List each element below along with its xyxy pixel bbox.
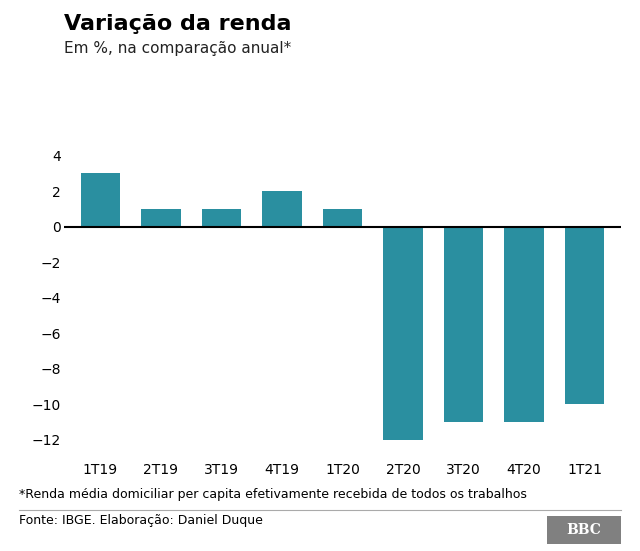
Text: Variação da renda: Variação da renda [64, 14, 291, 34]
Text: *Renda média domiciliar per capita efetivamente recebida de todos os trabalhos: *Renda média domiciliar per capita efeti… [19, 488, 527, 501]
Text: Em %, na comparação anual*: Em %, na comparação anual* [64, 41, 291, 56]
Text: BBC: BBC [566, 523, 602, 537]
Bar [262, 191, 301, 226]
Bar [141, 209, 180, 226]
Bar [202, 209, 241, 226]
Bar [504, 226, 543, 422]
Bar [565, 226, 604, 404]
Bar [444, 226, 483, 422]
Text: Fonte: IBGE. Elaboração: Daniel Duque: Fonte: IBGE. Elaboração: Daniel Duque [19, 514, 263, 527]
Bar [323, 209, 362, 226]
Bar [383, 226, 422, 440]
Bar [81, 173, 120, 226]
